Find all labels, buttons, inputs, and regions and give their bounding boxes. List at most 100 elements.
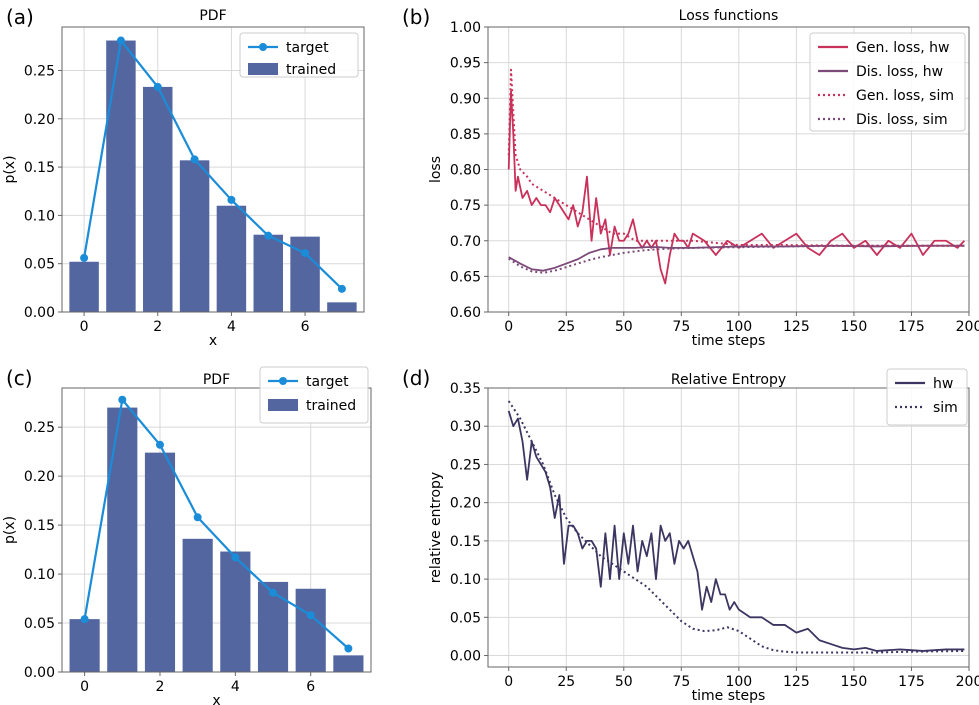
y-axis-label: loss [428, 156, 444, 183]
x-tick-label: 50 [615, 319, 633, 335]
target-point-3 [193, 513, 202, 522]
target-point-4 [227, 195, 236, 204]
panel-letter-a: (a) [6, 5, 34, 29]
y-tick-label: 0.35 [450, 381, 481, 397]
chart-title: PDF [199, 8, 226, 24]
plot-frame [487, 387, 970, 668]
y-tick-label: 0.65 [450, 269, 481, 285]
bar-0 [69, 619, 100, 672]
bar-5 [253, 234, 283, 312]
y-axis-label: relative entropy [428, 472, 444, 583]
y-tick-label: 0.10 [450, 572, 481, 588]
bar-0 [69, 261, 99, 312]
bar-2 [143, 86, 173, 312]
target-point-6 [306, 611, 315, 620]
legend-label: sim [933, 400, 958, 416]
target-point-7 [344, 644, 353, 653]
y-axis-label: p(x) [2, 516, 18, 544]
x-tick-label: 150 [841, 319, 868, 335]
target-point-5 [264, 231, 273, 240]
x-tick-label: 4 [227, 319, 236, 335]
y-tick-label: 0.25 [24, 420, 55, 436]
legend-swatch [268, 399, 298, 411]
legend-label: target [286, 40, 329, 56]
series-line-target [83, 398, 350, 650]
y-tick-label: 0.25 [24, 63, 55, 79]
y-tick-label: 0.05 [24, 616, 55, 632]
bar-4 [216, 205, 247, 312]
bar-2 [144, 452, 176, 672]
legend-label: Gen. loss, hw [856, 40, 950, 56]
x-tick-label: 2 [153, 319, 162, 335]
x-tick-label: 25 [557, 674, 575, 690]
x-tick-label: 0 [80, 679, 89, 695]
y-tick-label: 0.20 [24, 112, 55, 128]
y-tick-label: 0.05 [450, 610, 481, 626]
x-tick-label: 75 [672, 319, 690, 335]
target-point-2 [153, 82, 162, 91]
panel-letter-d: (d) [402, 366, 430, 390]
y-tick-label: 0.30 [450, 419, 481, 435]
x-tick-label: 75 [672, 674, 690, 690]
y-tick-label: 0.20 [24, 469, 55, 485]
x-tick-label: 125 [783, 319, 810, 335]
panel-letter-b: (b) [402, 5, 430, 29]
y-tick-label: 0.75 [450, 198, 481, 214]
chart-3: 0.00 0.05 0.10 0.15 0.20 0.25 0.30 0.35 0 25 50 75 1… [428, 368, 979, 704]
legend-label: Gen. loss, sim [856, 88, 954, 104]
x-tick-label: 150 [841, 674, 868, 690]
chart-0: 0.00 0.05 0.10 0.15 0.20 0.25 0 2 4 6 PDF x p(x) targ… [2, 8, 365, 349]
legend: hw sim [886, 368, 968, 426]
y-tick-label: 0.70 [450, 234, 481, 250]
legend-label: target [306, 374, 349, 390]
plot-frame [61, 26, 365, 313]
x-tick-label: 100 [725, 674, 752, 690]
target-point-0 [80, 253, 89, 262]
y-tick-label: 0.15 [24, 160, 55, 176]
y-tick-label: 0.80 [450, 163, 481, 179]
legend-label: trained [306, 398, 356, 414]
series-line-gen-loss-sim [507, 68, 965, 247]
x-axis-label: x [212, 693, 220, 705]
bar-1 [107, 407, 138, 672]
legend-label: Dis. loss, hw [856, 64, 943, 80]
series-line-dis-loss-hw [508, 244, 965, 272]
x-tick-label: 125 [783, 674, 810, 690]
y-tick-label: 0.85 [450, 127, 481, 143]
y-tick-label: 1.00 [450, 20, 481, 36]
legend-label: trained [286, 62, 336, 78]
legend-box [886, 368, 968, 426]
x-tick-label: 200 [956, 674, 979, 690]
panel-letter-c: (c) [6, 366, 33, 390]
x-tick-label: 50 [615, 674, 633, 690]
target-point-5 [269, 588, 278, 597]
target-point-6 [301, 249, 310, 258]
x-tick-label: 0 [504, 674, 513, 690]
legend-label: Dis. loss, sim [856, 112, 948, 128]
target-point-4 [231, 553, 240, 562]
target-point-1 [116, 36, 125, 45]
bar-1 [106, 40, 136, 313]
bar-7 [333, 655, 364, 672]
x-tick-label: 0 [504, 319, 513, 335]
bar-5 [257, 581, 289, 672]
x-tick-label: 6 [306, 679, 315, 695]
x-axis-label: time steps [692, 688, 766, 704]
x-tick-label: 0 [80, 319, 89, 335]
legend-box [809, 32, 966, 132]
legend-marker [259, 43, 267, 51]
chart-title: PDF [203, 372, 230, 388]
series-line-sim [507, 400, 965, 654]
bar-3 [182, 538, 213, 672]
target-point-1 [118, 395, 127, 404]
x-tick-label: 175 [898, 674, 925, 690]
bar-7 [327, 302, 357, 312]
legend: target trained [259, 366, 369, 424]
y-tick-label: 0.10 [24, 567, 55, 583]
y-tick-label: 0.95 [450, 56, 481, 72]
target-point-3 [190, 155, 199, 164]
x-tick-label: 4 [231, 679, 240, 695]
bar-6 [295, 588, 326, 672]
series-line-hw [507, 410, 965, 652]
bar-3 [179, 160, 210, 312]
